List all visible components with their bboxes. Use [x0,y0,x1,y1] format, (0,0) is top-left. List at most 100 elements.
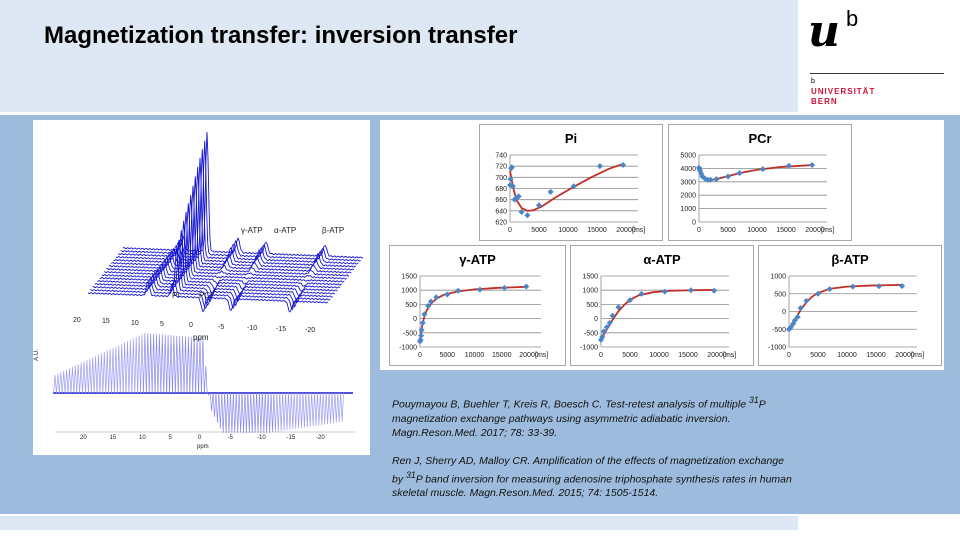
inversion-trace [337,392,341,423]
y-tick-label: 500 [405,302,417,309]
inversion-trace [262,392,266,434]
data-point [638,290,645,297]
inversion-trace [180,336,185,394]
inversion-trace [140,334,144,394]
footer-band [0,516,798,530]
x-tick-label: 15000 [678,352,698,359]
spectrum-trace [108,185,349,277]
top-tick-label: 20 [73,317,81,324]
inversion-trace [270,392,275,433]
y-tick-label: 680 [495,186,507,193]
y-tick-label: 1000 [770,274,786,281]
inversion-trace [85,360,89,394]
header-band [0,0,798,112]
y-tick-label: 1500 [401,274,417,281]
inversion-trace [186,336,191,394]
inversion-trace [189,336,194,394]
bottom-tick-label: -20 [316,435,325,441]
inversion-trace [325,392,330,425]
data-point [570,183,577,190]
inversion-trace [172,335,176,394]
y-tick-label: 740 [495,153,507,160]
y-tick-label: 0 [692,220,696,227]
chart-gamma-atp: -1000 -500 0 500 1000 1500 0 5000 10000 15000 2000… [389,245,566,366]
y-tick-label: -1000 [768,345,786,352]
x-tick-label: 0 [697,227,701,234]
label-beta-atp: β-ATP [322,226,345,235]
top-tick-label: 10 [131,319,139,327]
data-point [899,282,906,289]
inversion-trace [288,392,292,430]
chart-title: γ-ATP [459,252,496,267]
logo-line1: UNIVERSITÄT [811,87,876,96]
data-point [759,166,766,173]
reference-2: Ren J, Sherry AD, Malloy CR. Amplificati… [392,454,792,501]
x-tick-label: 15000 [492,352,512,359]
y-tick-label: 500 [586,302,598,309]
inversion-trace [183,336,188,394]
spectrum-trace [122,131,364,259]
fit-curve [788,283,903,331]
x-tick-label: 20000 [707,352,727,359]
inversion-trace [221,392,225,434]
x-tick-label: 10000 [558,227,578,234]
x-tick-label: 10000 [747,227,767,234]
data-point [707,176,714,183]
label-au: A.U. [33,349,40,361]
inversion-trace [282,392,286,431]
data-point [425,302,432,309]
x-tick-label: 5000 [622,352,638,359]
inversion-trace [192,337,196,394]
inversion-trace [276,392,281,432]
inversion-trace [215,392,220,423]
spectrum-trace [111,176,352,274]
data-point [476,286,483,293]
y-tick-label: -500 [403,330,417,337]
inversion-trace [128,339,133,394]
bottom-tick-label: -15 [286,435,296,441]
inversion-trace [305,392,310,428]
spectrum-trace [101,211,342,287]
x-tick-label: 0 [418,352,422,359]
y-tick-label: 700 [495,175,507,182]
y-tick-label: -1000 [399,345,417,352]
ref-sup: 31 [748,395,759,405]
data-point [417,336,424,343]
inversion-trace [227,392,231,434]
y-tick-label: 4000 [680,166,696,173]
data-point [790,320,797,327]
inversion-trace [56,373,60,394]
data-point [547,188,554,195]
y-tick-label: 2000 [680,193,696,200]
data-point [606,319,613,326]
inversion-trace [175,335,179,394]
chart-pcr-plot: 0 1000 2000 3000 4000 5000 0 5000 10000 15000 2000… [680,153,834,235]
logo-small-b: b [811,78,815,85]
spectrum-trace [106,194,347,280]
fit-curve [509,163,624,212]
chart-pi-plot: 620 640 660 680 700 720 740 0 5000 10000 15000 2000… [495,153,645,235]
ppm-axis [77,308,303,318]
data-point [518,208,525,215]
top-tick-label: -5 [218,323,225,331]
data-point [797,304,804,311]
bottom-tick-label: 20 [80,435,87,441]
inversion-trace [230,392,234,434]
inversion-trace [99,353,104,394]
inversion-trace [256,392,260,434]
inversion-trace [96,354,101,394]
inversion-trace [212,392,217,418]
inversion-trace [285,392,289,431]
inversion-trace [334,392,339,423]
inversion-trace [253,392,257,434]
inversion-trace [79,362,83,394]
inversion-trace [117,345,121,394]
logo-b: b [846,6,859,31]
y-tick-label: 1500 [582,274,598,281]
data-point [713,176,720,183]
data-point [433,294,440,301]
inversion-trace [157,334,162,394]
inversion-trace [241,392,246,434]
chart-title: β-ATP [831,252,869,267]
inversion-trace [317,392,321,426]
